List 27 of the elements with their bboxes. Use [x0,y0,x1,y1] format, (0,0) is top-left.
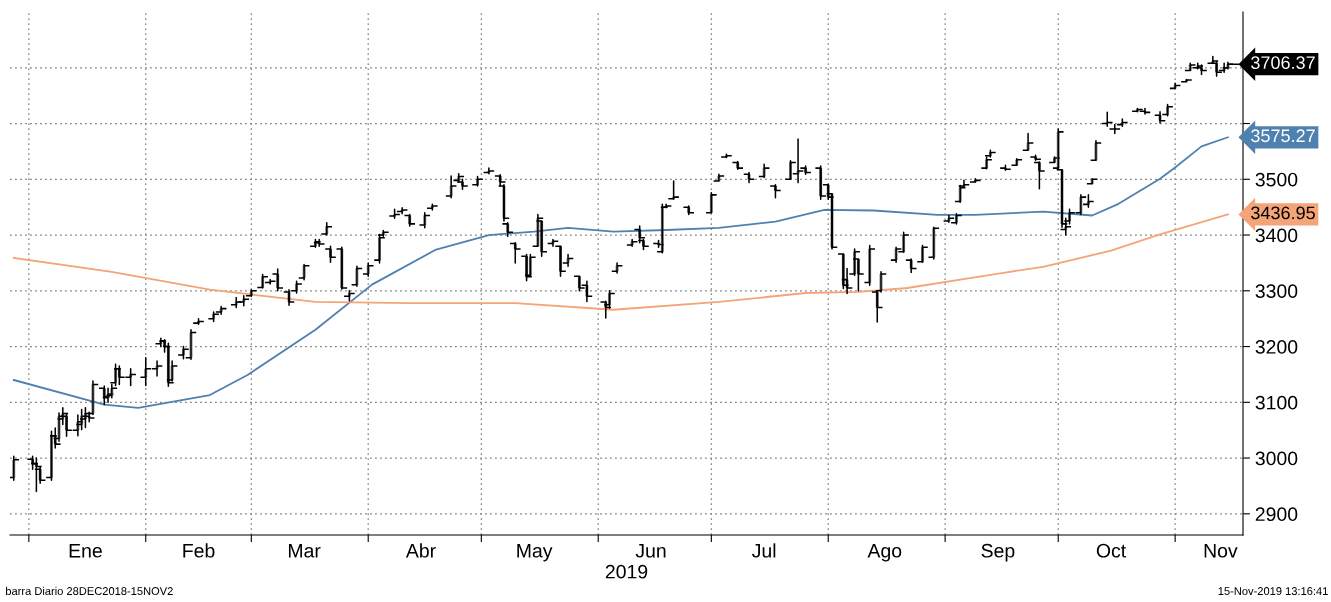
x-tick-label: Sep [981,543,1015,562]
x-tick-label: Mar [288,544,321,558]
x-tick-label: Abr [405,543,436,558]
y-tick-label: 3000 [1255,451,1298,466]
x-tick-label: Ago [867,544,902,562]
y-tick-label: 2900 [1255,507,1298,522]
x-tick-label: Jun [635,544,666,558]
data-label: 3436.95 [1251,206,1315,220]
data-label: 3575.27 [1251,129,1315,143]
x-tick-label: Ene [69,544,102,558]
candlestick [1101,111,1113,128]
y-tick-label: 3500 [1255,172,1298,187]
x-tick-label: Oct [1096,543,1127,558]
x-tick-label: Feb [183,543,215,558]
annotation: 3706.37 [1251,56,1315,70]
y-tick-label: 3100 [1255,395,1298,410]
y-tick-label: 3300 [1255,284,1298,299]
x-tick-label: Nov [1204,544,1238,558]
y-tick-label: 3200 [1255,340,1298,354]
line-series [12,136,1229,409]
x-tick-label: Jul [752,543,776,558]
x-axis-title: 2019 [605,564,648,579]
text: barra Diario 28DEC2018-15NOV2 [6,586,173,595]
x-tick-label: May [517,544,553,562]
line-series [12,213,1229,311]
text: 15-Nov-2019 13:16:41 [1218,587,1328,595]
y-tick-label: 3400 [1255,228,1298,243]
